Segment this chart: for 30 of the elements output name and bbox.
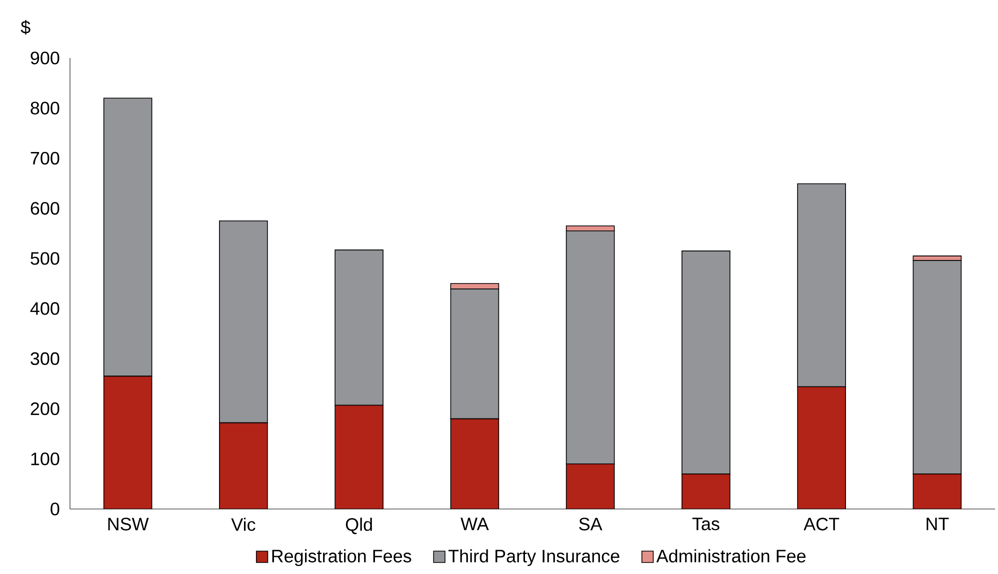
- bar: [797, 386, 846, 509]
- y-tick-label: 0: [50, 502, 60, 516]
- y-tick-label: 900: [30, 52, 60, 64]
- x-tick-label: ACT: [804, 518, 840, 530]
- legend-label: Registration Fees: [272, 549, 412, 566]
- x-tick-label: SA: [579, 518, 602, 530]
- bar: [334, 404, 384, 509]
- bar: [450, 418, 500, 509]
- y-tick-label: 200: [30, 402, 60, 416]
- x-tick-label: NSW: [108, 518, 149, 530]
- legend-label: Administration Fee: [656, 549, 806, 562]
- bar: [912, 474, 962, 509]
- bar: [682, 474, 730, 509]
- legend-label: Third Party Insurance: [448, 549, 620, 566]
- x-tick-label: NT: [926, 518, 949, 530]
- y-tick-label: 300: [30, 352, 60, 366]
- x-tick-label: Vic: [231, 518, 256, 531]
- bar: [219, 422, 268, 509]
- bar: [103, 376, 152, 509]
- y-axis-title: $: [20, 20, 30, 35]
- y-tick-label: 400: [30, 302, 60, 315]
- y-tick-label: 800: [30, 102, 60, 114]
- y-tick-label: 500: [30, 252, 60, 265]
- x-tick-label: WA: [460, 518, 489, 530]
- y-tick-label: 100: [31, 452, 60, 466]
- bar: [566, 464, 615, 509]
- y-tick-label: 600: [30, 202, 60, 215]
- y-tick-label: 700: [30, 152, 60, 165]
- x-tick-label: Tas: [692, 518, 720, 530]
- x-tick-label: Qld: [346, 518, 372, 534]
